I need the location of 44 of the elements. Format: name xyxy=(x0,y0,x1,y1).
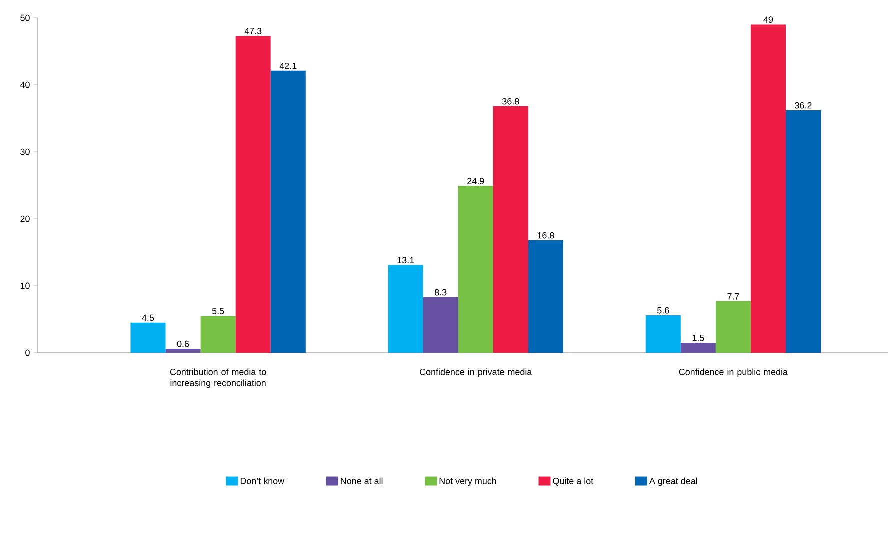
data-label: 16.8 xyxy=(538,232,554,239)
x-tick-label: Confidence in private media xyxy=(420,368,532,378)
bar xyxy=(493,106,528,353)
data-label: 42.1 xyxy=(280,62,297,70)
bar xyxy=(750,24,786,353)
data-label: 7.7 xyxy=(728,294,740,300)
data-label: 24.9 xyxy=(468,178,484,184)
bar xyxy=(786,110,822,353)
x-tick-label: Contribution of media to increasing reconciliation xyxy=(170,368,266,388)
bar xyxy=(423,297,458,353)
y-tick-label: 20 xyxy=(20,216,30,222)
legend-label: Don’t know xyxy=(240,478,285,484)
data-label: 0.6 xyxy=(177,340,190,348)
legend-label: Not very much xyxy=(440,478,496,486)
bar xyxy=(236,36,271,353)
y-tick-label: 50 xyxy=(20,14,30,22)
bar xyxy=(166,348,201,353)
data-label: 5.6 xyxy=(658,307,670,314)
data-label: 8.3 xyxy=(435,289,447,296)
legend-label: Quite a lot xyxy=(553,478,594,486)
data-label: 36.8 xyxy=(502,98,520,105)
y-tick-label: 30 xyxy=(20,148,30,156)
data-label: 47.3 xyxy=(244,28,262,34)
bar xyxy=(458,186,494,353)
bar xyxy=(200,316,236,353)
x-tick-label: Confidence in public media xyxy=(679,368,788,378)
y-tick-label: 0 xyxy=(26,350,30,356)
legend-label: A great deal xyxy=(649,478,698,486)
bar xyxy=(130,322,166,353)
data-label: 1.5 xyxy=(692,334,704,342)
data-label: 4.5 xyxy=(142,314,154,322)
data-label: 13.1 xyxy=(398,257,414,264)
bar xyxy=(270,70,306,353)
bar xyxy=(388,265,424,353)
bar xyxy=(680,342,716,353)
bar xyxy=(716,301,751,353)
data-label: 49 xyxy=(764,16,774,24)
bar xyxy=(646,315,681,353)
y-tick-label: 10 xyxy=(20,282,30,290)
bar xyxy=(528,240,564,353)
y-tick-label: 40 xyxy=(20,82,30,88)
legend-label: None at all xyxy=(341,478,383,484)
data-label: 5.5 xyxy=(212,308,224,314)
data-label: 36.2 xyxy=(795,102,812,109)
